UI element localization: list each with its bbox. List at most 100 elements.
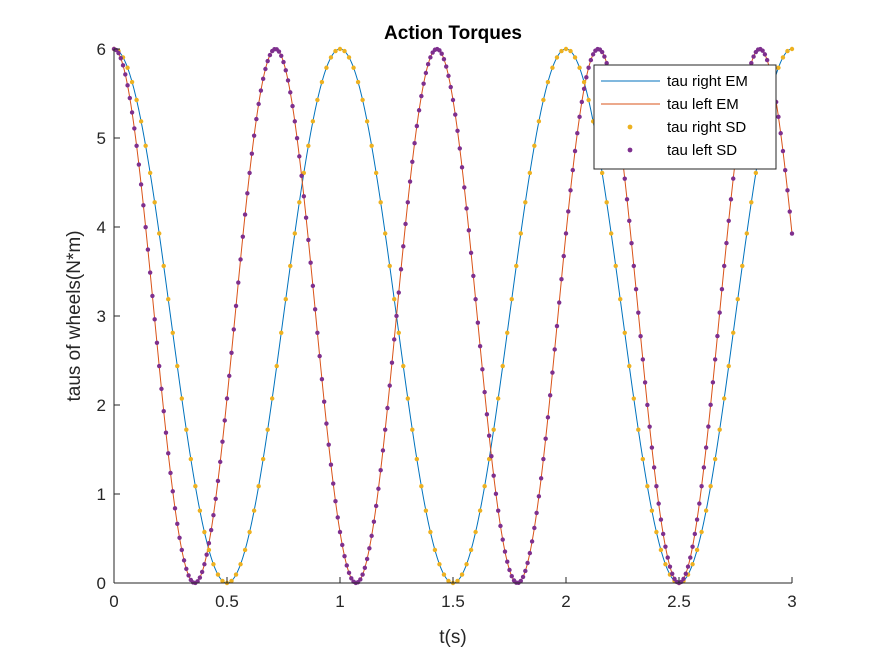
series-point-3 xyxy=(667,564,673,569)
series-point-3 xyxy=(572,148,578,154)
series-point-3 xyxy=(240,234,246,239)
series-point-2 xyxy=(708,483,713,489)
chart-title: Action Torques xyxy=(384,23,522,44)
series-point-2 xyxy=(202,529,207,535)
series-point-3 xyxy=(563,231,569,236)
series-point-3 xyxy=(681,576,686,582)
series-point-3 xyxy=(520,574,526,580)
series-point-3 xyxy=(319,376,325,382)
series-point-3 xyxy=(204,552,209,557)
series-point-2 xyxy=(346,55,352,60)
series-point-3 xyxy=(559,276,564,282)
series-point-3 xyxy=(175,521,180,527)
series-point-3 xyxy=(489,454,494,459)
series-point-3 xyxy=(389,360,395,365)
series-point-3 xyxy=(599,49,605,55)
series-point-3 xyxy=(324,421,329,426)
series-point-3 xyxy=(118,56,123,61)
series-point-3 xyxy=(694,517,700,522)
series-point-3 xyxy=(195,579,200,584)
series-point-3 xyxy=(441,56,447,62)
series-point-3 xyxy=(181,558,187,563)
series-point-3 xyxy=(369,533,374,539)
series-point-3 xyxy=(577,114,582,120)
series-point-2 xyxy=(229,578,234,584)
series-point-3 xyxy=(491,473,496,478)
series-point-3 xyxy=(360,572,365,577)
series-point-2 xyxy=(464,562,469,567)
series-point-3 xyxy=(231,327,236,332)
series-point-3 xyxy=(688,555,693,560)
y-tick-label: 0 xyxy=(97,574,106,593)
series-point-2 xyxy=(740,263,745,269)
series-point-3 xyxy=(416,108,422,113)
series-point-2 xyxy=(658,547,664,553)
series-point-3 xyxy=(785,188,790,193)
series-point-3 xyxy=(665,555,670,560)
series-point-3 xyxy=(778,131,783,136)
series-point-3 xyxy=(640,357,646,362)
series-point-3 xyxy=(581,86,587,91)
series-point-2 xyxy=(753,170,759,176)
series-point-2 xyxy=(477,508,483,513)
series-point-3 xyxy=(170,489,175,494)
series-point-3 xyxy=(410,159,415,164)
series-point-2 xyxy=(401,363,406,369)
series-point-3 xyxy=(728,197,734,202)
series-point-2 xyxy=(265,427,270,432)
series-point-3 xyxy=(566,209,571,214)
series-point-3 xyxy=(346,570,352,576)
series-point-3 xyxy=(699,483,704,489)
series-point-3 xyxy=(654,484,659,489)
series-point-3 xyxy=(143,224,148,230)
y-tick-label: 6 xyxy=(97,40,106,59)
series-point-3 xyxy=(575,131,580,136)
series-point-3 xyxy=(292,119,297,124)
x-tick-label: 3 xyxy=(787,592,796,611)
series-point-3 xyxy=(647,424,652,429)
series-point-2 xyxy=(324,65,329,70)
series-point-3 xyxy=(568,188,573,193)
y-tick-label: 1 xyxy=(97,485,106,504)
x-tick-label: 0 xyxy=(109,592,118,611)
series-point-2 xyxy=(568,48,573,54)
series-point-2 xyxy=(500,363,505,369)
legend-label: tau right EM xyxy=(667,73,748,90)
series-point-2 xyxy=(138,119,144,124)
series-point-2 xyxy=(722,396,727,401)
series-point-2 xyxy=(699,529,704,535)
series-point-2 xyxy=(473,529,478,535)
series-point-2 xyxy=(310,119,316,124)
series-point-2 xyxy=(279,330,284,335)
series-point-2 xyxy=(355,79,361,85)
series-point-2 xyxy=(690,562,695,567)
series-point-3 xyxy=(405,200,410,205)
series-point-3 xyxy=(453,112,458,117)
series-point-2 xyxy=(749,200,754,205)
series-point-3 xyxy=(444,64,449,69)
series-point-3 xyxy=(622,176,627,181)
legend-label: tau left EM xyxy=(667,96,739,113)
series-point-3 xyxy=(256,101,261,107)
series-point-3 xyxy=(534,510,539,516)
series-point-3 xyxy=(303,215,309,220)
series-point-3 xyxy=(141,203,146,208)
series-point-3 xyxy=(547,393,553,398)
series-point-2 xyxy=(134,97,139,103)
series-point-2 xyxy=(251,508,257,513)
series-point-2 xyxy=(242,547,248,553)
series-point-3 xyxy=(362,565,368,570)
series-point-2 xyxy=(735,297,740,302)
series-point-3 xyxy=(484,412,490,417)
series-point-2 xyxy=(496,396,501,401)
series-point-3 xyxy=(505,559,510,564)
series-point-3 xyxy=(656,501,661,506)
y-tick-label: 3 xyxy=(97,307,106,326)
series-point-2 xyxy=(717,427,722,432)
series-point-3 xyxy=(294,135,300,141)
series-point-3 xyxy=(663,544,668,549)
series-point-2 xyxy=(780,55,786,60)
series-point-3 xyxy=(523,568,528,574)
series-point-2 xyxy=(197,508,203,513)
series-point-3 xyxy=(672,576,677,582)
